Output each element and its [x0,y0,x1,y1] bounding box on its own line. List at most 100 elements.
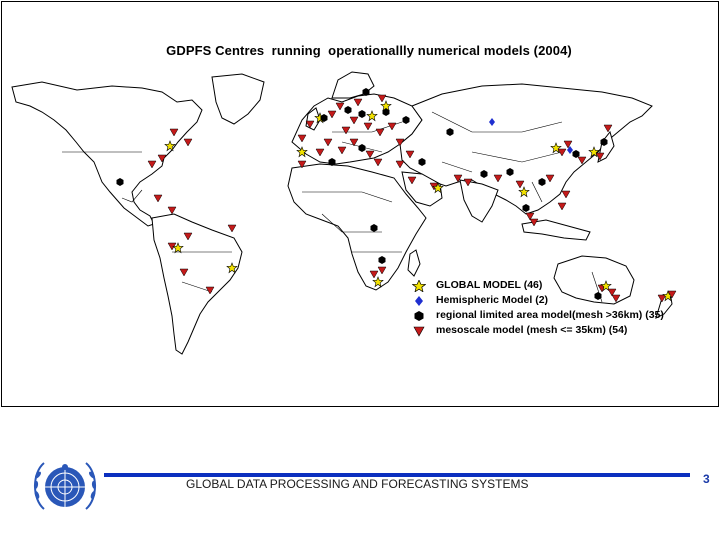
mesoscale-model-marker [349,138,359,147]
global-model-marker [380,100,392,112]
mesoscale-model-marker [363,122,373,131]
continents [11,71,673,355]
legend-label: Hemispheric Model (2) [436,294,549,306]
regional-model-marker [378,256,386,264]
mesoscale-model-marker [529,218,539,227]
station-markers [116,88,677,303]
mesoscale-model-marker [577,156,587,165]
mesoscale-model-marker [557,148,567,157]
mesoscale-model-marker [407,176,417,185]
global-model-marker [164,140,176,152]
mesoscale-model-marker [353,98,363,107]
madagascar [407,249,421,277]
regional-model-marker [370,224,378,232]
mesoscale-model-marker [657,294,667,303]
australia [553,255,635,305]
mesoscale-model-marker [375,128,385,137]
north-america [11,81,203,227]
regional-model-marker [320,114,328,122]
global-model-marker [550,142,562,154]
mesoscale-model-marker [147,160,157,169]
mesoscale-model-marker [349,116,359,125]
mesoscale-model-marker [183,232,193,241]
global-model-marker [296,146,308,158]
triangle-icon [413,326,425,337]
mesoscale-model-marker [335,102,345,111]
hexagon-icon [414,311,424,321]
mesoscale-model-marker [377,94,387,103]
mesoscale-model-marker [405,150,415,159]
mesoscale-model-marker [169,128,179,137]
mesoscale-model-marker [545,174,555,183]
mesoscale-model-marker [365,150,375,159]
greenland [211,73,265,125]
mesoscale-model-marker [327,110,337,119]
mesoscale-model-marker [315,148,325,157]
global-model-marker [172,242,184,254]
mesoscale-model-marker [227,224,237,233]
regional-model-marker [418,158,426,166]
global-model-marker [372,276,384,288]
mesoscale-model-marker [297,134,307,143]
hemispheric-model-marker [567,146,573,154]
mesoscale-model-marker [667,290,677,299]
star-icon [412,280,426,292]
india [459,179,499,223]
regional-model-marker [328,158,336,166]
footer-text: GLOBAL DATA PROCESSING AND FORECASTING S… [186,477,529,491]
mesoscale-model-marker [179,268,189,277]
diamond-icon [415,296,423,306]
global-model-marker [518,186,530,198]
mesoscale-model-marker [377,266,387,275]
mesoscale-model-marker [305,120,315,129]
asia [399,83,653,215]
legend-label: regional limited area model(mesh >36km) … [436,309,664,321]
regional-model-marker [362,88,370,96]
regional-model-marker [594,292,602,300]
global-model-marker [432,182,444,194]
world-map [11,71,677,355]
page-number: 3 [703,472,710,486]
regional-model-marker [446,128,454,136]
wmo-emblem-icon [33,462,97,510]
regional-model-marker [522,204,530,212]
mesoscale-model-marker [395,160,405,169]
global-model-marker [588,146,600,158]
mesoscale-model-marker [595,152,605,161]
hemispheric-model-marker [489,118,495,126]
mesoscale-model-marker [493,174,503,183]
mesoscale-model-marker [183,138,193,147]
regional-model-marker [358,144,366,152]
indonesia [521,219,591,241]
legend-label: GLOBAL MODEL (46) [436,279,543,291]
south-america [151,213,243,355]
footer-rule [104,473,690,477]
regional-model-marker [344,106,352,114]
regional-model-marker [506,168,514,176]
mesoscale-model-marker [337,146,347,155]
map-frame: GDPFS Centres running operationallly num… [1,1,719,407]
mesoscale-model-marker [611,294,621,303]
global-model-marker [600,280,612,292]
mesoscale-model-marker [515,180,525,189]
mesoscale-model-marker [603,124,613,133]
mesoscale-model-marker [387,122,397,131]
regional-model-marker [600,138,608,146]
map-title: GDPFS Centres running operationallly num… [166,43,572,58]
mesoscale-model-marker [323,138,333,147]
mesoscale-model-marker [153,194,163,203]
global-model-marker [226,262,238,274]
mesoscale-model-marker [463,178,473,187]
mesoscale-model-marker [369,270,379,279]
mesoscale-model-marker [557,202,567,211]
global-model-marker [366,110,378,122]
mesoscale-model-marker [561,190,571,199]
mesoscale-model-marker [167,206,177,215]
africa [287,163,427,291]
regional-model-marker [572,150,580,158]
regional-model-marker [116,178,124,186]
regional-model-marker [538,178,546,186]
mesoscale-model-marker [607,288,617,297]
regional-model-marker [480,170,488,178]
mesoscale-model-marker [563,140,573,149]
